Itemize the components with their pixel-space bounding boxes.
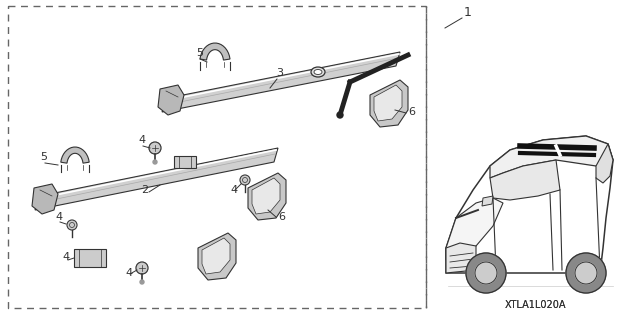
Polygon shape bbox=[158, 85, 184, 115]
Polygon shape bbox=[446, 243, 476, 273]
Polygon shape bbox=[32, 184, 58, 214]
Bar bbox=[8, 6, 426, 308]
Polygon shape bbox=[596, 144, 613, 183]
Polygon shape bbox=[61, 147, 89, 163]
Polygon shape bbox=[446, 198, 503, 260]
Circle shape bbox=[466, 253, 506, 293]
Polygon shape bbox=[482, 196, 493, 206]
Polygon shape bbox=[200, 43, 230, 60]
Circle shape bbox=[337, 112, 343, 118]
Polygon shape bbox=[370, 80, 408, 127]
Polygon shape bbox=[374, 85, 402, 121]
Circle shape bbox=[566, 253, 606, 293]
Text: 5: 5 bbox=[196, 48, 203, 58]
Polygon shape bbox=[35, 148, 278, 210]
Text: 1: 1 bbox=[464, 6, 472, 19]
Text: 3: 3 bbox=[276, 68, 284, 78]
Polygon shape bbox=[446, 136, 613, 273]
Bar bbox=[174, 156, 196, 168]
Circle shape bbox=[153, 160, 157, 164]
Polygon shape bbox=[202, 238, 230, 274]
Text: XTLA1L020A: XTLA1L020A bbox=[504, 300, 566, 310]
Text: 4: 4 bbox=[138, 135, 145, 145]
Polygon shape bbox=[198, 233, 236, 280]
Circle shape bbox=[140, 280, 144, 284]
Ellipse shape bbox=[314, 70, 322, 75]
Text: 2: 2 bbox=[141, 185, 148, 195]
Text: 6: 6 bbox=[408, 107, 415, 117]
Polygon shape bbox=[248, 173, 286, 220]
Polygon shape bbox=[490, 136, 613, 178]
Text: XTLA1L020A: XTLA1L020A bbox=[504, 300, 566, 310]
Text: 4: 4 bbox=[62, 252, 69, 262]
Text: 5: 5 bbox=[40, 152, 47, 162]
Text: 4: 4 bbox=[55, 212, 62, 222]
Circle shape bbox=[475, 262, 497, 284]
Circle shape bbox=[240, 175, 250, 185]
Polygon shape bbox=[252, 178, 280, 214]
Text: 6: 6 bbox=[278, 212, 285, 222]
Circle shape bbox=[149, 142, 161, 154]
Circle shape bbox=[136, 262, 148, 274]
Text: 4: 4 bbox=[125, 268, 132, 278]
Polygon shape bbox=[490, 160, 560, 200]
Bar bbox=[74, 249, 106, 267]
Polygon shape bbox=[162, 52, 400, 112]
Circle shape bbox=[575, 262, 597, 284]
Ellipse shape bbox=[311, 67, 325, 77]
Text: 4: 4 bbox=[230, 185, 237, 195]
Circle shape bbox=[67, 220, 77, 230]
